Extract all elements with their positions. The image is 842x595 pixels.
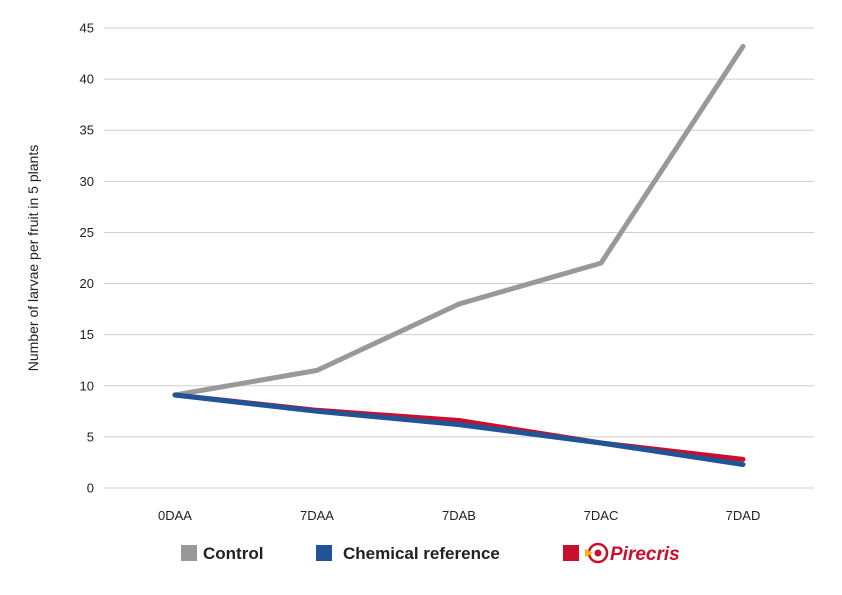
x-tick-label: 0DAA <box>158 508 192 523</box>
legend-label-pirecris: Pirecris <box>610 544 680 565</box>
series-line-control <box>172 43 746 398</box>
series-lines <box>172 43 746 467</box>
y-tick-label: 45 <box>80 21 94 36</box>
x-axis-ticks: 0DAA 7DAA 7DAB 7DAC 7DAD <box>158 508 760 523</box>
y-tick-label: 15 <box>80 327 94 342</box>
y-tick-label: 30 <box>80 174 94 189</box>
y-axis-label: Number of larvae per fruit in 5 plants <box>25 145 41 371</box>
y-tick-label: 40 <box>80 72 94 87</box>
x-tick-label: 7DAC <box>584 508 619 523</box>
legend-item-control: Control <box>181 544 263 563</box>
x-tick-label: 7DAB <box>442 508 476 523</box>
legend-label-chemical-reference: Chemical reference <box>343 544 500 563</box>
legend-swatch-chemical-reference <box>316 545 332 561</box>
legend-item-pirecris: Pirecris <box>563 542 680 565</box>
legend: Control Chemical reference Pirecris <box>181 542 680 565</box>
y-tick-label: 0 <box>87 481 94 496</box>
legend-label-control: Control <box>203 544 263 563</box>
y-axis-ticks: 0 5 10 15 20 25 30 35 40 45 <box>80 21 94 496</box>
legend-item-chemical-reference: Chemical reference <box>316 544 500 563</box>
x-tick-label: 7DAD <box>726 508 761 523</box>
y-tick-label: 25 <box>80 225 94 240</box>
x-tick-label: 7DAA <box>300 508 334 523</box>
pirecris-logo-icon <box>585 542 609 564</box>
legend-swatch-pirecris <box>563 545 579 561</box>
series-line-chemical-reference <box>172 392 746 467</box>
y-tick-label: 20 <box>80 276 94 291</box>
y-tick-label: 10 <box>80 378 94 393</box>
y-tick-label: 5 <box>87 429 94 444</box>
legend-swatch-control <box>181 545 197 561</box>
y-tick-label: 35 <box>80 123 94 138</box>
